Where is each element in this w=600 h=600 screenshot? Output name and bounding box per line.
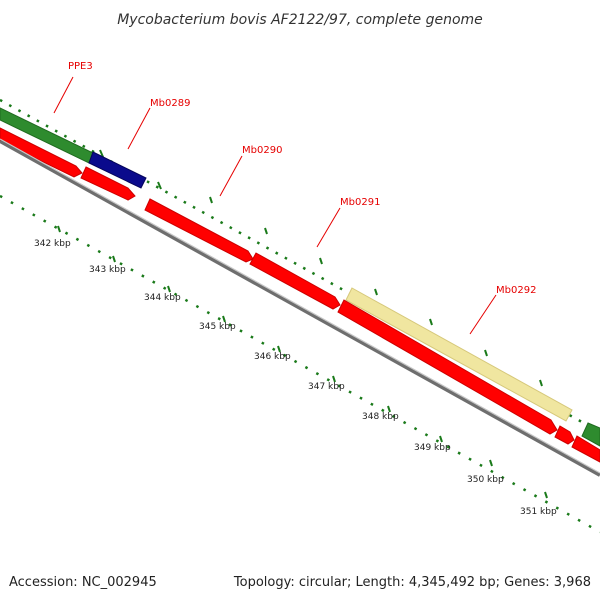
cds-arrow-2[interactable] [80, 166, 136, 201]
tick-label-350: 350 kbp [467, 475, 504, 485]
genome-backbone [0, 138, 600, 477]
tick-label-349: 349 kbp [414, 443, 451, 453]
cds-arrow-7[interactable] [571, 435, 600, 463]
feature-right-green[interactable] [581, 422, 600, 447]
inner-tick-ring [0, 194, 600, 534]
cds-arrow-3[interactable] [144, 198, 254, 263]
gene-label-mb0289[interactable]: Mb0289 [150, 98, 190, 109]
cds-arrow-4[interactable] [249, 252, 341, 310]
feature-mb0292[interactable] [345, 287, 573, 422]
gene-label-mb0290[interactable]: Mb0290 [242, 145, 282, 156]
tick-label-344: 344 kbp [144, 293, 181, 303]
gene-label-ppe3[interactable]: PPE3 [68, 61, 93, 72]
summary-text: Topology: circular; Length: 4,345,492 bp… [233, 575, 591, 590]
accession-text: Accession: NC_002945 [9, 575, 157, 590]
gene-label-leaders [53, 76, 497, 335]
gene-labels: PPE3 Mb0289 Mb0290 Mb0291 Mb0292 [68, 61, 536, 296]
tick-label-343: 343 kbp [89, 265, 126, 275]
outer-major-ticks [99, 149, 543, 387]
tick-label-346: 346 kbp [254, 352, 291, 362]
gene-label-mb0291[interactable]: Mb0291 [340, 197, 380, 208]
cds-arrow-6[interactable] [554, 425, 575, 445]
tick-label-348: 348 kbp [362, 412, 399, 422]
inner-major-ticks [57, 225, 548, 499]
tick-label-347: 347 kbp [308, 382, 345, 392]
cds-arrow-1[interactable] [0, 127, 83, 178]
tick-label-351: 351 kbp [520, 507, 557, 517]
tick-label-342: 342 kbp [34, 239, 71, 249]
tick-labels: 342 kbp 343 kbp 344 kbp 345 kbp 346 kbp … [34, 239, 557, 517]
gene-label-mb0292[interactable]: Mb0292 [496, 285, 536, 296]
cds-track [0, 127, 600, 463]
tick-label-345: 345 kbp [199, 322, 236, 332]
cds-arrow-5[interactable] [337, 299, 558, 435]
map-title: Mycobacterium bovis AF2122/97, complete … [117, 12, 483, 28]
feature-mb0289[interactable] [88, 151, 147, 189]
